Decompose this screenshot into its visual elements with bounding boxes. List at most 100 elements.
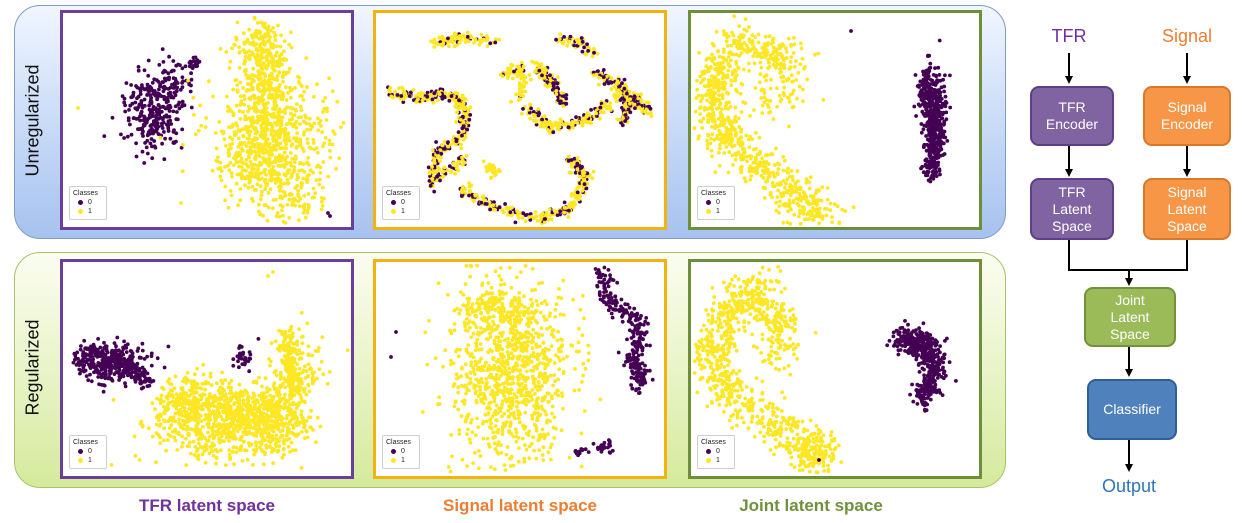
scatter-point [227, 146, 232, 151]
scatter-point [505, 76, 510, 80]
scatter-unregularized-tfr: Classes 0 1 [60, 10, 354, 230]
scatter-point [589, 121, 594, 126]
scatter-point [246, 56, 251, 61]
scatter-point [239, 156, 244, 161]
scatter-point [504, 206, 509, 211]
scatter-point [160, 141, 164, 146]
scatter-point [795, 169, 800, 174]
scatter-point [171, 141, 176, 145]
scatter-point [238, 198, 243, 203]
scatter-point [617, 118, 622, 122]
scatter-point [608, 105, 612, 110]
scatter-point [177, 106, 182, 111]
scatter-point [574, 115, 578, 119]
scatter-point [799, 41, 803, 46]
scatter-point [96, 371, 101, 375]
scatter-point [289, 45, 294, 50]
scatter-point [274, 44, 279, 49]
scatter-point [717, 137, 722, 142]
scatter-point [751, 54, 756, 58]
scatter-point [724, 145, 729, 149]
scatter-point [311, 170, 316, 175]
scatter-point [252, 43, 257, 48]
scatter-point [460, 184, 465, 189]
scatter-point [278, 185, 283, 190]
scatter-point [181, 142, 185, 147]
scatter-point [230, 46, 234, 51]
scatter-point [257, 202, 261, 207]
scatter-point [926, 170, 930, 175]
scatter-point [459, 146, 464, 151]
scatter-point [594, 111, 599, 116]
scatter-point [81, 351, 85, 356]
scatter-point [763, 45, 767, 50]
scatter-point [934, 170, 939, 175]
scatter-point [117, 365, 122, 370]
scatter-point [784, 50, 789, 54]
scatter-point [797, 214, 801, 219]
scatter-point [230, 174, 235, 179]
scatter-point [549, 125, 554, 130]
scatter-point [771, 45, 776, 50]
scatter-point [81, 359, 86, 364]
scatter-point [788, 60, 793, 64]
scatter-point [279, 52, 284, 57]
scatter-point [720, 76, 725, 81]
scatter-point [197, 128, 201, 133]
scatter-point [127, 108, 131, 112]
scatter-point [241, 352, 245, 356]
scatter-point [143, 141, 147, 145]
scatter-point [926, 84, 931, 88]
scatter-point [407, 94, 412, 98]
scatter-point [717, 93, 721, 98]
scatter-point [442, 165, 447, 170]
scatter-point [430, 97, 435, 102]
scatter-point [789, 55, 794, 59]
scatter-point [763, 186, 768, 191]
scatter-point [169, 122, 174, 126]
scatter-point [305, 85, 309, 90]
scatter-point [753, 35, 758, 39]
scatter-point [149, 137, 154, 141]
scatter-point [254, 47, 259, 51]
scatter-point [241, 127, 245, 132]
scatter-point [135, 85, 140, 90]
scatter-point [315, 165, 319, 169]
scatter-point [569, 158, 574, 162]
scatter-point [238, 159, 242, 164]
scatter-point [136, 346, 141, 351]
scatter-point [730, 153, 735, 158]
scatter-point [267, 112, 271, 117]
scatter-point [305, 137, 310, 141]
scatter-point [760, 46, 765, 50]
scatter-point [144, 145, 149, 150]
scatter-point [290, 200, 295, 205]
scatter-point [277, 107, 282, 111]
scatter-point [460, 126, 465, 131]
scatter-point [786, 170, 790, 175]
scatter-point [728, 104, 733, 109]
scatter-point [274, 373, 279, 378]
scatter-point [794, 59, 798, 63]
scatter-point [242, 97, 247, 102]
scatter-point [918, 90, 923, 95]
scatter-point [430, 165, 434, 169]
scatter-point [290, 117, 294, 121]
scatter-point [935, 103, 940, 108]
scatter-point [154, 422, 159, 427]
scatter-point [321, 144, 325, 149]
scatter-point [273, 177, 277, 182]
scatter-point [781, 168, 786, 173]
legend-title: Classes [73, 190, 98, 197]
scatter-point [387, 88, 391, 93]
scatter-point [261, 63, 266, 67]
scatter-point [468, 188, 472, 193]
scatter-point [223, 165, 227, 169]
scatter-point [237, 351, 242, 356]
scatter-point [937, 134, 942, 138]
scatter-point [432, 91, 437, 96]
scatter-point [780, 79, 785, 84]
scatter-point [106, 356, 110, 360]
scatter-point [636, 96, 641, 101]
scatter-point [275, 61, 280, 65]
